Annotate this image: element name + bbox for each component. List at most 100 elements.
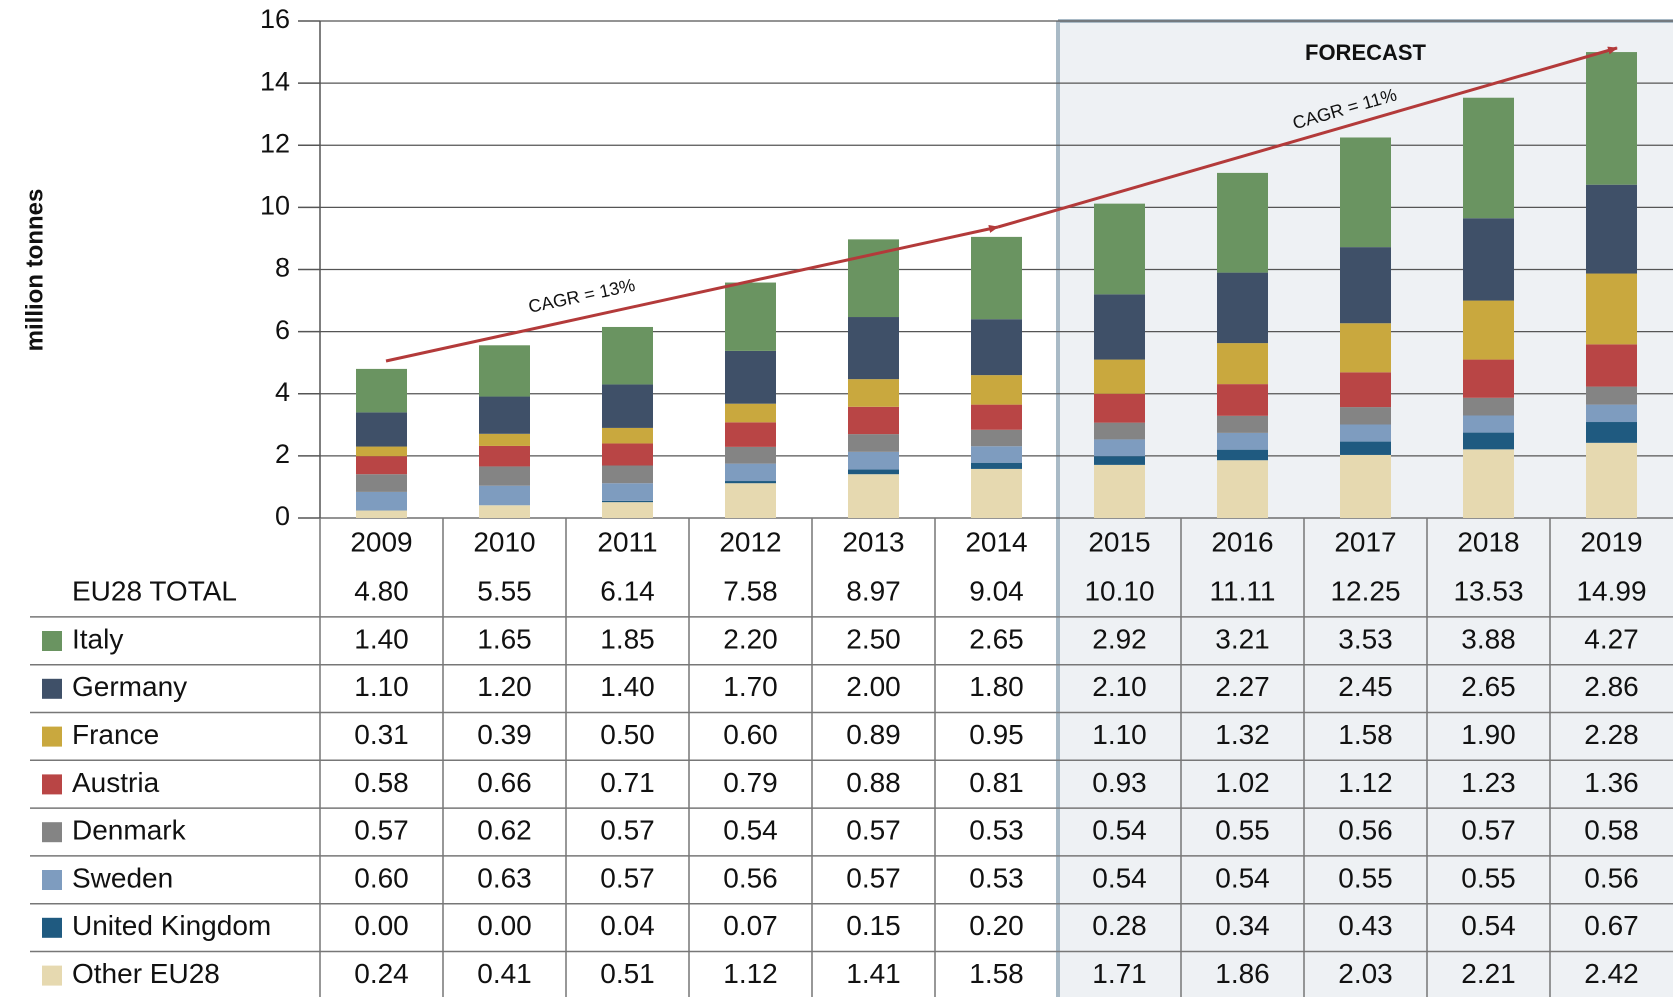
table-cell: 0.00 xyxy=(354,910,409,941)
table-cell: 2.10 xyxy=(1092,671,1147,702)
bar-segment xyxy=(848,474,899,518)
total-cell: 4.80 xyxy=(354,575,409,606)
table-cell: 2.00 xyxy=(846,671,901,702)
bar-segment xyxy=(1094,294,1145,360)
table-cell: 2.92 xyxy=(1092,623,1147,654)
x-tick-label: 2018 xyxy=(1457,526,1519,557)
bar-segment xyxy=(1463,449,1514,518)
table-cell: 1.40 xyxy=(354,623,409,654)
table-cell: 0.66 xyxy=(477,767,532,798)
bar-segment xyxy=(1217,432,1268,450)
bar-segment xyxy=(602,465,653,484)
table-cell: 0.60 xyxy=(723,719,778,750)
bar-segment xyxy=(356,446,407,457)
table-cell: 1.58 xyxy=(1338,719,1393,750)
table-cell: 1.36 xyxy=(1584,767,1639,798)
x-tick-label: 2017 xyxy=(1334,526,1396,557)
bar-segment xyxy=(1094,456,1145,465)
table-cell: 2.86 xyxy=(1584,671,1639,702)
bar-segment xyxy=(725,282,776,351)
table-cell: 1.32 xyxy=(1215,719,1270,750)
total-cell: 13.53 xyxy=(1453,575,1523,606)
x-tick-label: 2009 xyxy=(350,526,412,557)
table-cell: 2.65 xyxy=(1461,671,1516,702)
x-tick-label: 2010 xyxy=(473,526,535,557)
table-cell: 0.53 xyxy=(969,862,1024,893)
table-cell: 0.39 xyxy=(477,719,532,750)
bar-segment xyxy=(1094,439,1145,457)
bar-segment xyxy=(602,502,653,518)
bar-segment xyxy=(971,404,1022,430)
bar-segment xyxy=(1463,359,1514,398)
bar-segment xyxy=(1463,97,1514,219)
bar-segment xyxy=(848,379,899,407)
bar-segment xyxy=(1217,415,1268,433)
bar-segment xyxy=(725,463,776,482)
table-cell: 2.42 xyxy=(1584,958,1639,989)
x-tick-label: 2014 xyxy=(965,526,1027,557)
total-row-label: EU28 TOTAL xyxy=(72,575,237,606)
bar-segment xyxy=(356,456,407,475)
forecast-label: FORECAST xyxy=(1305,40,1427,65)
bar-segment xyxy=(1463,397,1514,416)
table-cell: 3.88 xyxy=(1461,623,1516,654)
total-cell: 5.55 xyxy=(477,575,532,606)
table-cell: 0.57 xyxy=(600,862,655,893)
bar-segment xyxy=(1340,137,1391,248)
bar-segment xyxy=(1586,52,1637,185)
bar-segment xyxy=(602,500,653,503)
bar-segment xyxy=(848,406,899,435)
bar-segment xyxy=(971,429,1022,447)
table-cell: 1.10 xyxy=(1092,719,1147,750)
table-cell: 0.54 xyxy=(723,815,778,846)
bar-segment xyxy=(1340,424,1391,442)
table-cell: 0.57 xyxy=(846,862,901,893)
table-cell: 1.71 xyxy=(1092,958,1147,989)
bar-segment xyxy=(356,412,407,447)
table-cell: 0.60 xyxy=(354,862,409,893)
legend-label: Italy xyxy=(72,623,123,654)
table-cell: 0.43 xyxy=(1338,910,1393,941)
table-cell: 1.86 xyxy=(1215,958,1270,989)
bar-segment xyxy=(602,326,653,385)
table-cell: 0.58 xyxy=(354,767,409,798)
table-cell: 0.89 xyxy=(846,719,901,750)
bar-segment xyxy=(1463,432,1514,450)
bar-segment xyxy=(1586,184,1637,274)
table-cell: 0.51 xyxy=(600,958,655,989)
table-cell: 0.04 xyxy=(600,910,655,941)
y-tick-label: 8 xyxy=(275,253,290,283)
legend-label: Denmark xyxy=(72,815,187,846)
bar-segment xyxy=(1217,449,1268,461)
bar-segment xyxy=(1340,407,1391,425)
table-cell: 1.20 xyxy=(477,671,532,702)
table-cell: 1.58 xyxy=(969,958,1024,989)
bar-segment xyxy=(725,446,776,464)
y-tick-label: 14 xyxy=(260,66,290,96)
table-cell: 1.12 xyxy=(1338,767,1393,798)
legend-label: France xyxy=(72,719,159,750)
table-cell: 3.53 xyxy=(1338,623,1393,654)
bar-segment xyxy=(971,319,1022,376)
table-cell: 0.56 xyxy=(1338,815,1393,846)
bar-segment xyxy=(971,375,1022,405)
x-tick-label: 2012 xyxy=(719,526,781,557)
table-cell: 0.93 xyxy=(1092,767,1147,798)
x-tick-label: 2015 xyxy=(1088,526,1150,557)
table-cell: 2.03 xyxy=(1338,958,1393,989)
bar-segment xyxy=(356,510,407,518)
bar-segment xyxy=(1463,300,1514,360)
legend-swatch xyxy=(42,726,62,747)
trend-arrow xyxy=(385,225,999,363)
bar-segment xyxy=(725,481,776,484)
bar-segment xyxy=(602,443,653,466)
legend-swatch xyxy=(42,678,62,699)
table-cell: 0.62 xyxy=(477,815,532,846)
table-cell: 0.41 xyxy=(477,958,532,989)
bar-segment xyxy=(1217,272,1268,344)
bar-segment xyxy=(1586,386,1637,405)
legend-label: Germany xyxy=(72,671,187,702)
table-cell: 0.81 xyxy=(969,767,1024,798)
legend-swatch xyxy=(42,822,62,843)
table-cell: 0.63 xyxy=(477,862,532,893)
